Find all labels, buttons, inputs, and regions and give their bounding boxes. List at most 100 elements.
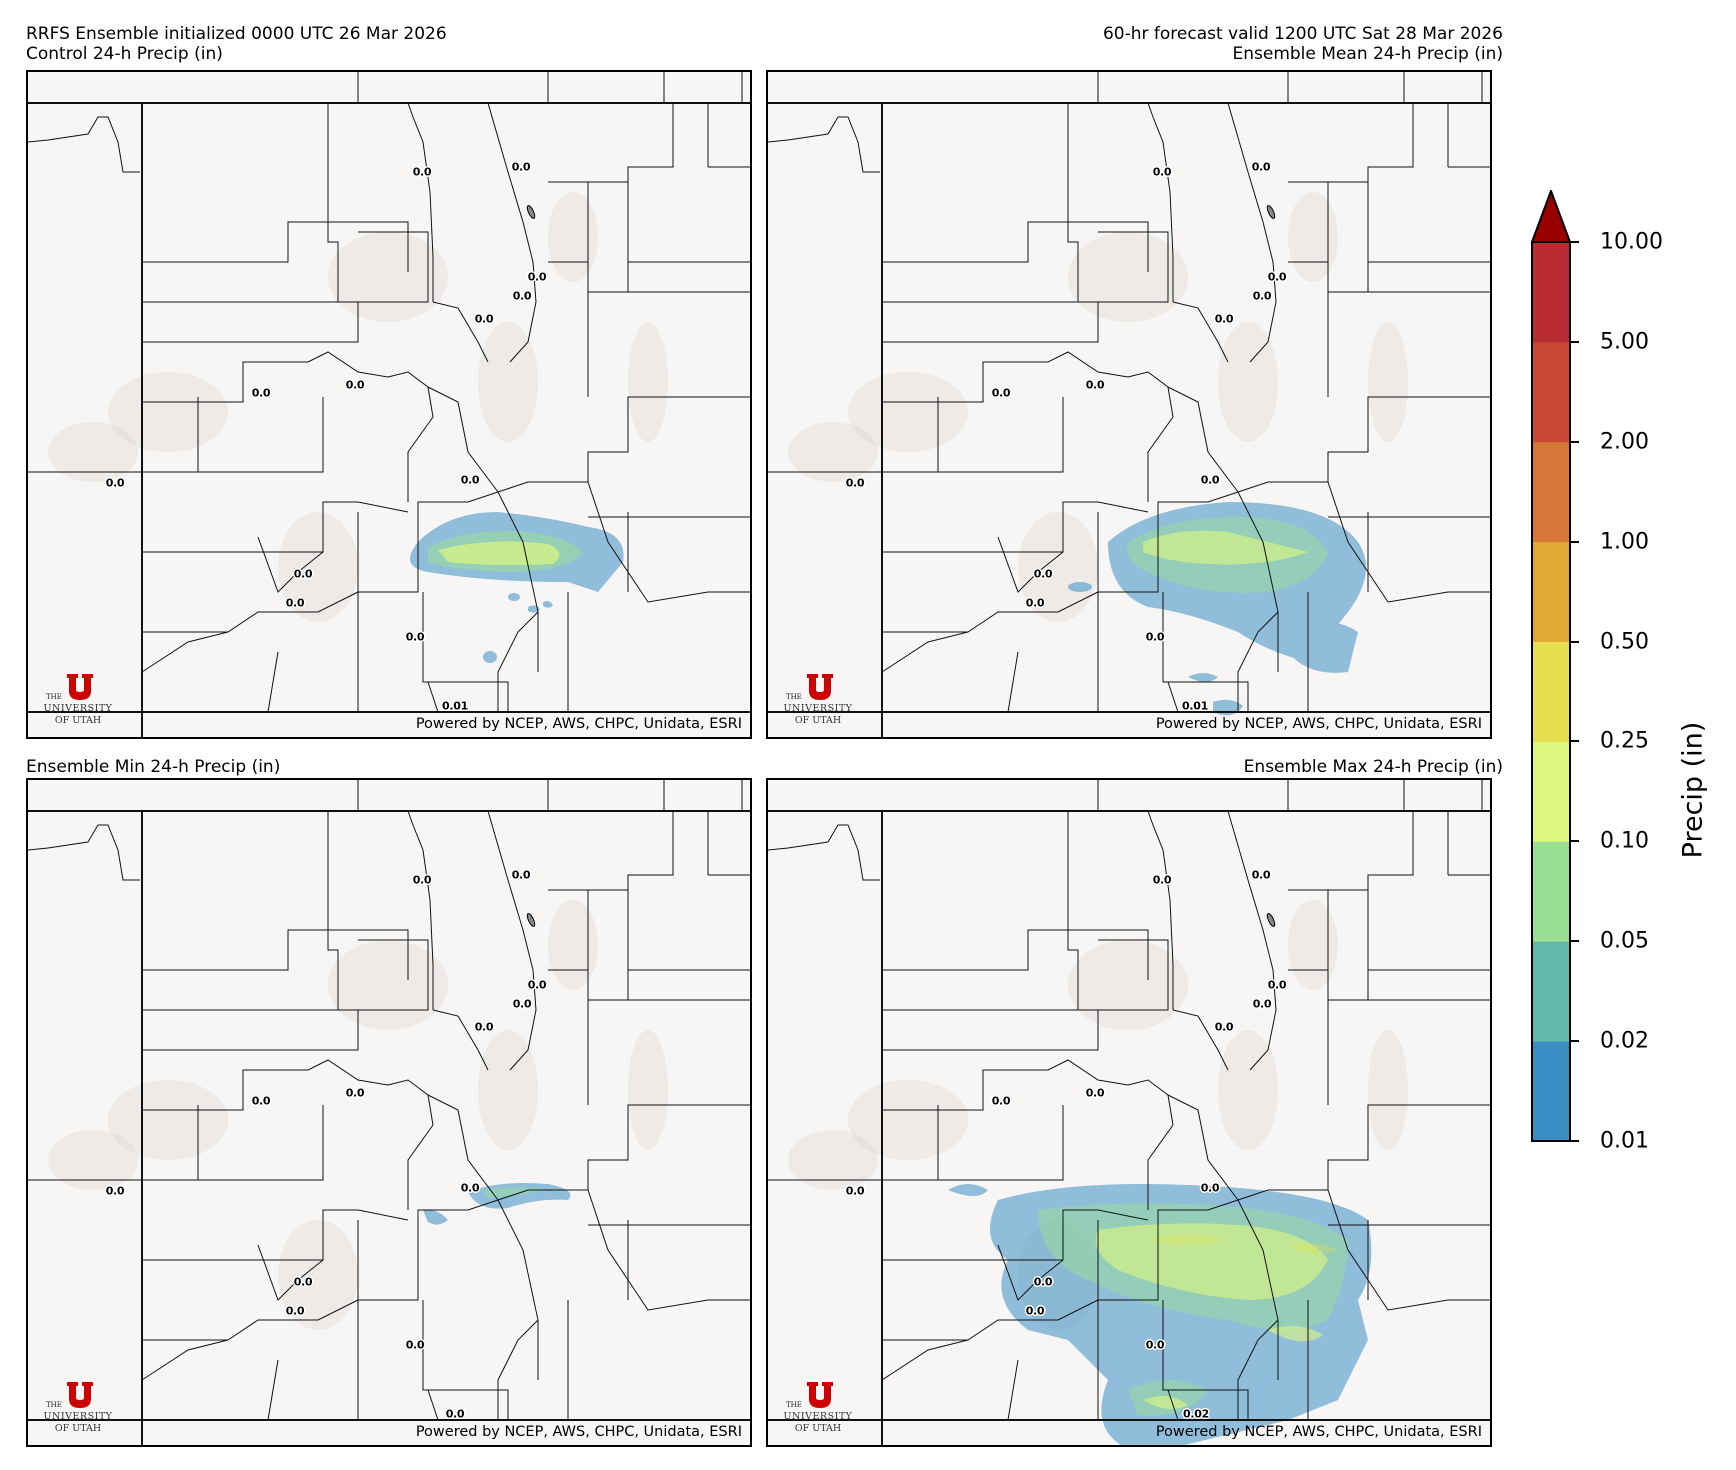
colorbar-tick xyxy=(1571,340,1579,343)
logo-university: UNIVERSITY xyxy=(783,703,853,714)
colorbar-tick xyxy=(1571,1140,1579,1142)
map-panel-max: 0.0 0.0 0.0 0.0 0.0 0.0 0.0 0.0 0.0 0.0 0.0 0.0 0.02… xyxy=(766,778,1492,1447)
point-value-label: 0.0 xyxy=(1214,312,1234,326)
point-value-label: 0.0 xyxy=(445,1407,465,1421)
precip-contour xyxy=(1068,582,1243,716)
point-value-label: 0.0 xyxy=(1145,630,1165,644)
point-value-label: 0.0 xyxy=(527,978,547,992)
point-value-label: 0.02 xyxy=(1183,1407,1209,1421)
university-of-utah-logo: THE UNIVERSITY OF UTAH xyxy=(36,673,120,731)
point-value-label: 0.0 xyxy=(1200,1181,1220,1195)
logo-university: UNIVERSITY xyxy=(783,1411,853,1422)
colorbar-tick-label: 10.00 xyxy=(1600,229,1663,255)
point-value-label: 0.0 xyxy=(405,630,425,644)
point-value-label: 0.0 xyxy=(1214,1020,1234,1034)
precip-contour xyxy=(483,593,553,663)
colorbar-tick xyxy=(1571,241,1579,243)
point-value-label: 0.0 xyxy=(251,386,271,400)
point-value-label: 0.0 xyxy=(1267,978,1287,992)
point-value-label: 0.0 xyxy=(474,1020,494,1034)
university-of-utah-logo: THE UNIVERSITY OF UTAH xyxy=(776,1381,860,1439)
data-credit: Powered by NCEP, AWS, CHPC, Unidata, ESR… xyxy=(1155,1424,1482,1440)
block-u-icon xyxy=(807,674,833,700)
logo-the: THE xyxy=(786,1401,802,1409)
point-value-label: 0.0 xyxy=(474,312,494,326)
point-value-label: 0.0 xyxy=(1252,289,1272,303)
logo-of-utah: OF UTAH xyxy=(54,715,102,726)
point-value-label: 0.0 xyxy=(511,868,531,882)
colorbar-svg xyxy=(1530,188,1572,1142)
point-value-label: 0.0 xyxy=(1025,1304,1045,1318)
point-value-label: 0.0 xyxy=(1033,1275,1053,1289)
basemap xyxy=(768,72,1490,737)
map-panel-mean: 0.0 0.0 0.0 0.0 0.0 0.0 0.0 0.0 0.0 0.0 0.0 0.0 0.01… xyxy=(766,70,1492,739)
logo-of-utah: OF UTAH xyxy=(794,715,842,726)
colorbar-tick xyxy=(1571,740,1579,743)
colorbar-tick-label: 0.01 xyxy=(1600,1128,1649,1154)
point-value-label: 0.0 xyxy=(1152,165,1172,179)
point-value-label: 0.0 xyxy=(991,1094,1011,1108)
data-credit: Powered by NCEP, AWS, CHPC, Unidata, ESR… xyxy=(415,1424,742,1440)
point-value-label: 0.01 xyxy=(1182,699,1208,713)
point-value-label: 0.0 xyxy=(1252,997,1272,1011)
colorbar-tick-label: 0.25 xyxy=(1600,728,1649,754)
point-value-label: 0.0 xyxy=(1152,873,1172,887)
point-value-label: 0.0 xyxy=(460,1181,480,1195)
point-value-label: 0.0 xyxy=(845,1184,865,1198)
point-value-label: 0.0 xyxy=(1085,378,1105,392)
point-value-label: 0.0 xyxy=(512,289,532,303)
block-u-icon xyxy=(67,1382,93,1408)
panel-title-control: Control 24-h Precip (in) xyxy=(26,44,223,64)
basemap xyxy=(28,780,750,1445)
data-credit: Powered by NCEP, AWS, CHPC, Unidata, ESR… xyxy=(1155,716,1482,732)
point-value-label: 0.0 xyxy=(1251,868,1271,882)
precip-contour xyxy=(1095,1223,1328,1409)
logo-the: THE xyxy=(46,693,62,701)
precip-contour xyxy=(438,541,560,566)
logo-of-utah: OF UTAH xyxy=(54,1423,102,1434)
point-value-label: 0.0 xyxy=(293,567,313,581)
point-value-label: 0.0 xyxy=(527,270,547,284)
precip-contour xyxy=(1148,1235,1338,1254)
point-value-label: 0.0 xyxy=(251,1094,271,1108)
point-value-label: 0.0 xyxy=(1025,596,1045,610)
precip-contour xyxy=(1143,530,1308,565)
logo-of-utah: OF UTAH xyxy=(794,1423,842,1434)
panel-title-min: Ensemble Min 24-h Precip (in) xyxy=(26,757,281,777)
colorbar-tick-label: 2.00 xyxy=(1600,429,1649,455)
point-value-label: 0.0 xyxy=(1033,567,1053,581)
data-credit: Powered by NCEP, AWS, CHPC, Unidata, ESR… xyxy=(415,716,742,732)
point-value-label: 0.0 xyxy=(1200,473,1220,487)
colorbar-tick xyxy=(1571,940,1579,943)
point-value-label: 0.0 xyxy=(412,165,432,179)
basemap xyxy=(768,780,1490,1445)
init-title: RRFS Ensemble initialized 0000 UTC 26 Ma… xyxy=(26,24,447,44)
logo-the: THE xyxy=(46,1401,62,1409)
point-value-label: 0.01 xyxy=(442,699,468,713)
basemap xyxy=(28,72,750,737)
colorbar-tick-label: 5.00 xyxy=(1600,329,1649,355)
colorbar-tick-label: 0.05 xyxy=(1600,928,1649,954)
colorbar-tick-label: 1.00 xyxy=(1600,529,1649,555)
logo-university: UNIVERSITY xyxy=(43,703,113,714)
colorbar-tick-label: 0.02 xyxy=(1600,1028,1649,1054)
colorbar-title: Precip (in) xyxy=(1677,721,1709,859)
point-value-label: 0.0 xyxy=(460,473,480,487)
university-of-utah-logo: THE UNIVERSITY OF UTAH xyxy=(36,1381,120,1439)
point-value-label: 0.0 xyxy=(991,386,1011,400)
point-value-label: 0.0 xyxy=(405,1338,425,1352)
point-value-label: 0.0 xyxy=(293,1275,313,1289)
logo-the: THE xyxy=(786,693,802,701)
colorbar-tick-label: 0.10 xyxy=(1600,828,1649,854)
block-u-icon xyxy=(67,674,93,700)
point-value-label: 0.0 xyxy=(412,873,432,887)
point-value-label: 0.0 xyxy=(1085,1086,1105,1100)
colorbar-tick xyxy=(1571,440,1579,443)
point-value-label: 0.0 xyxy=(345,1086,365,1100)
point-value-label: 0.0 xyxy=(1251,160,1271,174)
valid-title: 60-hr forecast valid 1200 UTC Sat 28 Mar… xyxy=(1102,24,1503,44)
colorbar xyxy=(1530,188,1572,1142)
panel-title-mean: Ensemble Mean 24-h Precip (in) xyxy=(1232,44,1504,64)
colorbar-tick xyxy=(1571,840,1579,843)
colorbar-tick xyxy=(1571,540,1579,543)
